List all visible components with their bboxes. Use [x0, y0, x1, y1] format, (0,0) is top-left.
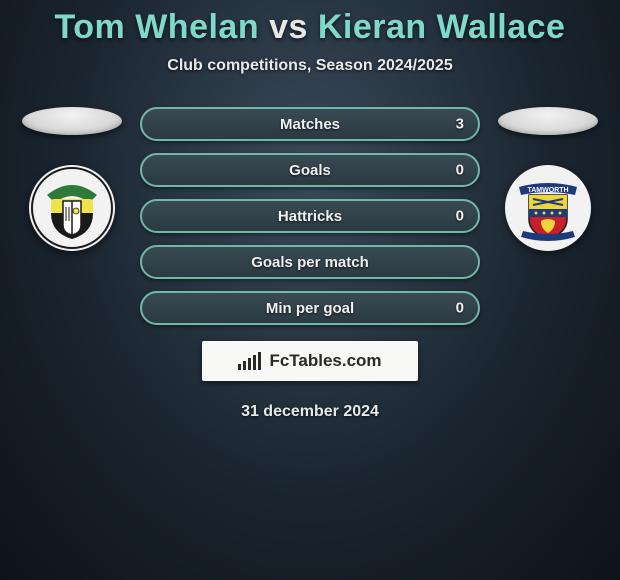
player1-name: Tom Whelan [55, 8, 260, 46]
date-text: 31 december 2024 [0, 403, 620, 421]
stat-row-hattricks: Hattricks 0 [140, 199, 480, 233]
left-club-crest [29, 165, 115, 251]
stat-right-value: 0 [456, 208, 464, 225]
svg-text:TAMWORTH: TAMWORTH [527, 187, 568, 194]
subtitle: Club competitions, Season 2024/2025 [0, 57, 620, 75]
stat-right-value: 0 [456, 300, 464, 317]
left-player-col [22, 107, 122, 251]
page-title: Tom Whelan vs Kieran Wallace [0, 0, 620, 47]
brand-text: FcTables.com [269, 351, 381, 371]
stats-column: Matches 3 Goals 0 Hattricks 0 Goals per … [140, 107, 480, 325]
stat-label: Hattricks [278, 208, 342, 225]
vs-text: vs [269, 8, 308, 46]
right-player-col: TAMWORTH [498, 107, 598, 251]
stat-row-goals: Goals 0 [140, 153, 480, 187]
left-ellipse [22, 107, 122, 135]
stat-row-matches: Matches 3 [140, 107, 480, 141]
stat-row-mpg: Min per goal 0 [140, 291, 480, 325]
stat-label: Matches [280, 116, 340, 133]
right-club-crest: TAMWORTH [505, 165, 591, 251]
stat-right-value: 3 [456, 116, 464, 133]
brand-badge[interactable]: FcTables.com [202, 341, 418, 381]
right-ellipse [498, 107, 598, 135]
stat-right-value: 0 [456, 162, 464, 179]
stat-label: Goals [289, 162, 331, 179]
brand-bars-icon [238, 352, 261, 370]
stat-label: Min per goal [266, 300, 354, 317]
stat-label: Goals per match [251, 254, 369, 271]
player2-name: Kieran Wallace [318, 8, 566, 46]
stat-row-gpm: Goals per match [140, 245, 480, 279]
comparison-row: Matches 3 Goals 0 Hattricks 0 Goals per … [0, 107, 620, 325]
